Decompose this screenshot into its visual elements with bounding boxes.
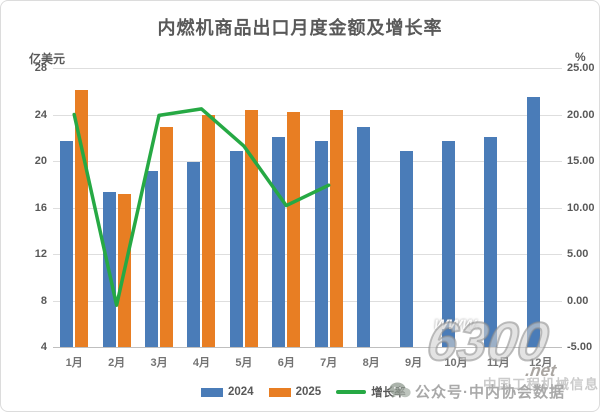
plot-area: [53, 68, 562, 348]
bar-2024: [102, 192, 116, 347]
right-axis-unit-label: %: [575, 50, 586, 64]
bar-2024: [229, 150, 243, 347]
y-axis-tick-left: 28: [34, 62, 47, 74]
x-axis-label: 6月: [277, 357, 295, 369]
bar-2024: [526, 97, 540, 347]
gridline: [53, 68, 562, 69]
bar-2025: [287, 112, 301, 347]
wechat-watermark-text: 公众号·中内协会数据: [415, 384, 565, 401]
y-axis-tick-left: 8: [40, 294, 47, 307]
legend: 2024 2025 增长率: [201, 384, 406, 400]
bar-2025: [202, 114, 216, 347]
y-axis-tick-left: 24: [34, 108, 47, 121]
y-axis-tick-right: 15.00: [567, 155, 595, 167]
left-axis-unit-label: 亿美元: [29, 52, 66, 66]
y-axis-tick-left: 20: [34, 155, 47, 167]
bar-2025: [75, 90, 89, 347]
bar-2024: [60, 141, 74, 347]
bar-2024: [357, 127, 371, 347]
legend-label-2025: 2025: [295, 386, 322, 398]
x-axis-label: 5月: [235, 357, 253, 369]
bar-2025: [160, 127, 174, 347]
page-title: 内燃机商品出口月度金额及增长率: [157, 18, 443, 38]
bar-2025: [329, 109, 343, 347]
y-axis-tick-right: 0.00: [567, 294, 589, 307]
bar-2024: [441, 141, 455, 347]
y-axis-tick-left: 12: [34, 248, 47, 260]
x-axis-label: 4月: [192, 357, 211, 369]
x-axis-label: 1月: [65, 357, 83, 369]
x-axis-label: 10月: [444, 357, 468, 369]
bar-2025: [244, 109, 258, 347]
y-axis-tick-right: 25.00: [567, 62, 595, 74]
legend-swatch-2025: [268, 387, 291, 397]
x-axis-label: 11月: [487, 357, 510, 369]
bar-2024: [187, 162, 201, 347]
bar-2024: [399, 150, 413, 347]
bar-2025: [117, 193, 131, 347]
x-axis-label: 12月: [529, 357, 553, 369]
legend-swatch-2024: [201, 387, 223, 397]
y-axis-tick-right: -5.00: [567, 341, 593, 353]
site-watermark-text: 中国工程机械信息网: [483, 377, 599, 392]
y-axis-tick-right: 5.00: [567, 248, 589, 260]
bar-2024: [484, 136, 498, 347]
bar-2024: [272, 136, 286, 347]
wechat-icon: [389, 382, 411, 404]
x-axis-label: 7月: [320, 357, 338, 369]
y-axis-tick-left: 4: [40, 341, 47, 353]
y-axis-tick-right: 10.00: [567, 201, 595, 214]
legend-swatch-growth-line: [336, 390, 367, 394]
y-axis-tick-right: 20.00: [567, 108, 595, 121]
legend-item-2024: 2024: [201, 386, 254, 398]
x-axis-label: 2月: [108, 357, 126, 369]
legend-item-2025: 2025: [268, 386, 322, 398]
bar-2024: [314, 141, 328, 347]
y-axis-tick-left: 16: [34, 201, 47, 214]
gridline: [53, 114, 562, 116]
x-axis-label: 3月: [150, 357, 168, 369]
x-axis-label: 9月: [404, 357, 423, 369]
legend-label-2024: 2024: [228, 386, 254, 398]
x-axis-label: 8月: [362, 357, 380, 369]
bar-2024: [145, 171, 159, 347]
